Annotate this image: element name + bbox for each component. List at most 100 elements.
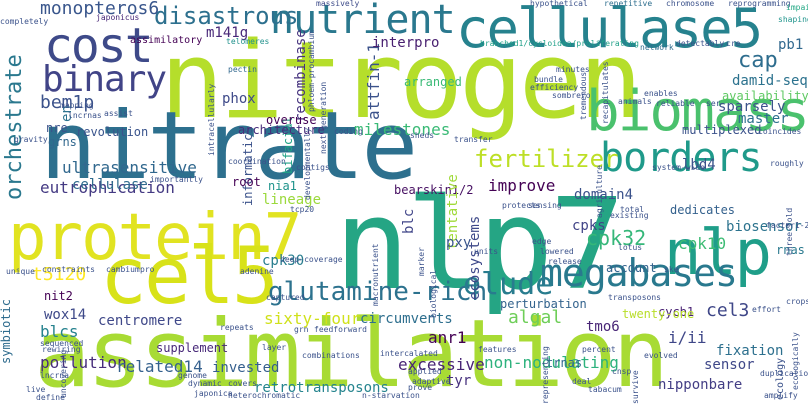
word: ecologically: [791, 332, 800, 390]
word: adenine: [240, 267, 274, 276]
word: transfer: [454, 135, 493, 144]
word: coding: [334, 127, 363, 136]
word: perturbation: [500, 297, 587, 311]
word: uncovering: [59, 349, 68, 398]
word: rewiring: [42, 345, 81, 354]
word: protects: [502, 201, 541, 210]
word: contigs: [296, 163, 330, 172]
word: megabases: [540, 251, 738, 295]
word: duplications: [760, 369, 808, 378]
word: i/ii: [668, 328, 707, 347]
word: sombrero: [552, 91, 591, 100]
word: network: [640, 43, 674, 52]
word: heterochromatic: [228, 391, 301, 400]
word: tmo6: [586, 319, 620, 335]
word: units: [474, 247, 499, 256]
word: nit2: [44, 289, 73, 303]
word: wox14: [44, 307, 87, 323]
word: importantly: [150, 175, 203, 184]
word: invested: [212, 360, 280, 376]
word: cel5: [100, 232, 279, 322]
word: sensor: [704, 357, 755, 373]
word: twenty-one: [622, 307, 695, 321]
word: assimilatory: [130, 35, 203, 46]
word: blcs: [40, 322, 79, 341]
word: impair: [786, 3, 808, 12]
word: phloem-procambium: [307, 30, 316, 112]
word: n-starvation: [362, 391, 420, 400]
word: nitrate: [40, 92, 418, 201]
word: root: [232, 175, 261, 189]
word: features: [478, 345, 517, 354]
word: non-nodulating: [484, 353, 619, 372]
word: dedicates: [670, 203, 736, 217]
word: biomass: [586, 79, 808, 144]
word: lncrna: [40, 371, 69, 380]
word: fixation: [716, 343, 784, 359]
word: applied: [408, 367, 442, 376]
word: factor1-20: [766, 221, 808, 230]
word: deal: [572, 377, 592, 386]
word: ser: [706, 99, 721, 108]
word: cost: [44, 18, 154, 74]
word: layer: [262, 343, 287, 352]
word: chromosome: [666, 0, 715, 8]
word: cap: [738, 48, 778, 73]
word: cellulase: [72, 177, 148, 193]
word: phox: [222, 91, 256, 107]
word: protein7: [8, 201, 302, 275]
word: lowered: [540, 247, 574, 256]
word: shaping: [778, 15, 808, 24]
word: dynamic: [188, 379, 222, 388]
word: cpk30: [262, 253, 305, 269]
word: grns: [48, 135, 77, 149]
word: ultrasensitive: [62, 158, 197, 177]
word: elude: [463, 267, 554, 302]
word: nitrogen: [160, 19, 643, 142]
word: sheds: [410, 131, 435, 140]
word: ecosystems: [467, 215, 483, 300]
word: detectably: [676, 39, 725, 48]
word: account: [606, 261, 657, 275]
word: deep-coverage: [280, 255, 343, 264]
word: completely: [0, 17, 49, 26]
word: lotus: [618, 243, 643, 252]
word: revolution: [76, 125, 149, 139]
word: bem1p: [40, 92, 95, 113]
word: japonicus: [96, 13, 140, 22]
word: pectin: [228, 65, 257, 74]
word: constraints: [42, 265, 95, 274]
word: borders: [600, 135, 763, 181]
word: combinations: [302, 351, 360, 360]
word: animals: [618, 97, 652, 106]
word: transposons: [608, 293, 661, 302]
word: biological: [429, 269, 438, 318]
word: tabacum: [588, 385, 622, 394]
word: architecture: [238, 123, 325, 137]
word: centromere: [98, 313, 183, 329]
word: cre: [726, 39, 741, 48]
word: intercalated: [380, 349, 438, 358]
word: pxy: [446, 235, 472, 251]
word: effort: [752, 305, 781, 314]
word: ske: [664, 265, 679, 274]
word: assist: [104, 109, 133, 118]
word: enables: [644, 89, 678, 98]
word: retrotransposons: [254, 380, 389, 396]
word: improve: [488, 176, 556, 195]
word: orchestrate: [2, 54, 27, 200]
word: tyr: [446, 373, 472, 389]
word: bundle: [534, 75, 563, 84]
word: cpks: [572, 218, 606, 234]
word: pb1: [778, 37, 804, 53]
word: feedforward: [314, 325, 367, 334]
word: amplify: [764, 391, 798, 400]
word: availability: [722, 89, 808, 103]
word: assimilation: [34, 300, 669, 404]
word: milestones: [354, 120, 451, 139]
word: total: [620, 205, 645, 214]
word: macronutrient: [371, 243, 380, 306]
word: crops: [786, 297, 808, 306]
word: circumvents: [360, 311, 453, 327]
word: marker: [417, 247, 426, 276]
